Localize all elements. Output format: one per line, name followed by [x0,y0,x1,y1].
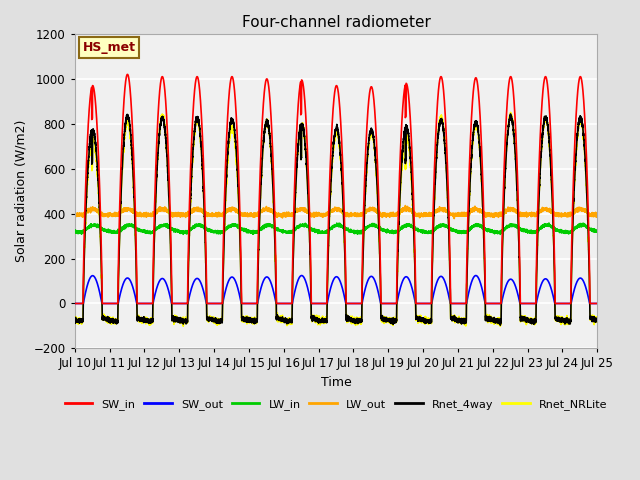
Title: Four-channel radiometer: Four-channel radiometer [241,15,430,30]
Y-axis label: Solar radiation (W/m2): Solar radiation (W/m2) [15,120,28,263]
Legend: SW_in, SW_out, LW_in, LW_out, Rnet_4way, Rnet_NRLite: SW_in, SW_out, LW_in, LW_out, Rnet_4way,… [60,395,612,415]
Text: HS_met: HS_met [83,41,136,54]
X-axis label: Time: Time [321,376,351,389]
